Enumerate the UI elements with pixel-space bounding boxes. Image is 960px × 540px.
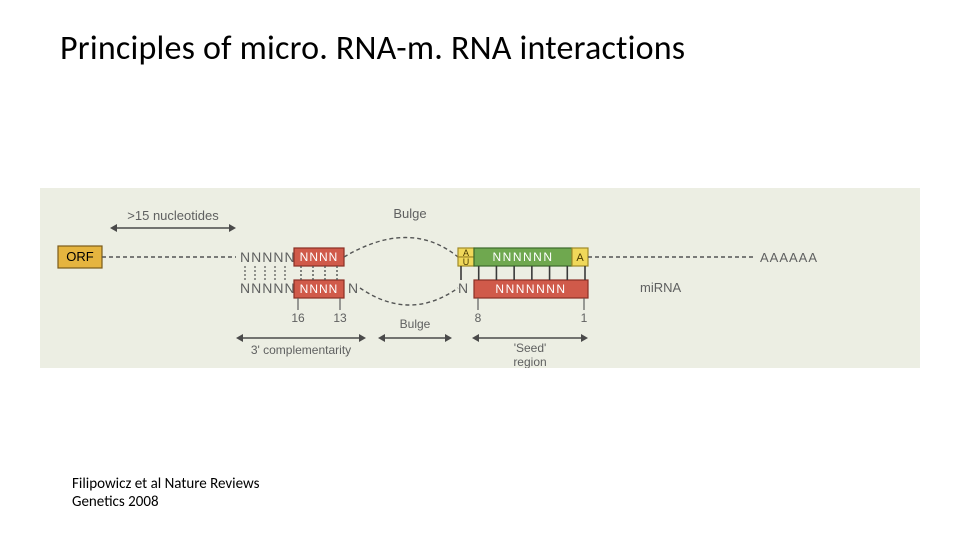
nuc15-label: >15 nucleotides — [127, 208, 219, 223]
svg-text:16: 16 — [291, 311, 305, 325]
svg-text:8: 8 — [475, 311, 482, 325]
comp3-label: 3' complementarity — [251, 343, 351, 357]
polya-label: AAAAAA — [760, 250, 818, 265]
svg-text:N: N — [458, 280, 468, 296]
seed-label-1: 'Seed' — [514, 341, 547, 355]
svg-text:A: A — [576, 252, 584, 264]
svg-text:NNNN: NNNN — [300, 282, 339, 296]
svg-text:N: N — [348, 280, 358, 296]
svg-text:NNNN: NNNN — [300, 250, 339, 264]
citation: Filipowicz et al Nature Reviews Genetics… — [72, 475, 259, 513]
citation-line2: Genetics 2008 — [72, 493, 159, 511]
svg-text:NNNNNN: NNNNNN — [493, 250, 554, 264]
svg-text:U: U — [463, 257, 470, 267]
top-leading-n: NNNNN — [240, 249, 296, 265]
orf-label: ORF — [66, 249, 94, 264]
svg-text:13: 13 — [333, 311, 347, 325]
page-title: Principles of micro. RNA-m. RNA interact… — [60, 28, 685, 69]
citation-line1: Filipowicz et al Nature Reviews — [72, 475, 259, 493]
svg-text:NNNNNNN: NNNNNNN — [495, 282, 566, 296]
seed-label-2: region — [513, 355, 546, 368]
mirna-label: miRNA — [640, 280, 681, 295]
bulge-bottom-label: Bulge — [400, 317, 431, 331]
mirna-diagram: ORFNNNNNNNNNAUNNNNNNAAAAAAA>15 nucleotid… — [40, 188, 920, 368]
svg-text:1: 1 — [581, 311, 588, 325]
bulge-top-label: Bulge — [393, 206, 426, 221]
svg-text:NNNNN: NNNNN — [240, 280, 296, 296]
